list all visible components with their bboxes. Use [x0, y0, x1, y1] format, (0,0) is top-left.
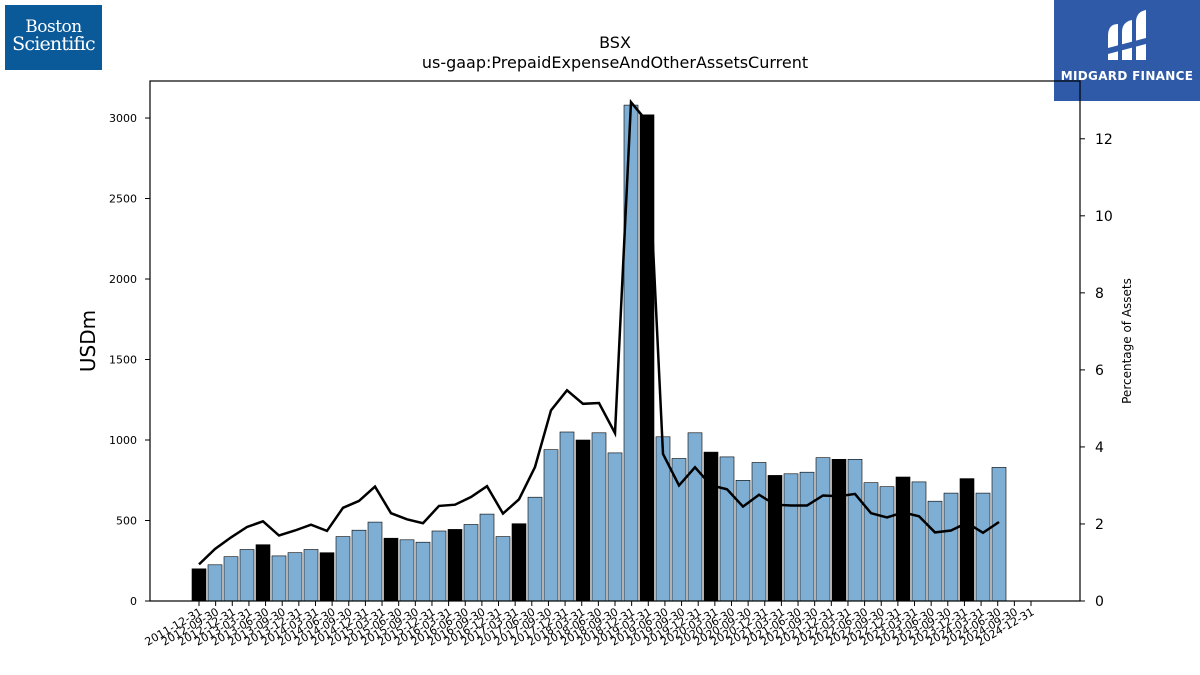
bar-2012-06-30 [223, 556, 239, 602]
y2-tick-label: 10 [1095, 209, 1113, 225]
boston-scientific-logo: Boston Scientific [5, 5, 102, 70]
bar-2017-06-30 [543, 449, 559, 602]
bar-2013-06-30 [287, 552, 303, 602]
y2-tick-label: 8 [1095, 286, 1104, 302]
bar-2022-03-31 [847, 458, 863, 602]
bar-2016-03-31 [463, 524, 479, 602]
bar-2022-09-30 [879, 486, 895, 602]
bar-2017-03-31 [527, 496, 543, 602]
y-tick-label: 3000 [109, 112, 137, 125]
bar-2021-03-31 [783, 473, 799, 602]
bar-2015-12-31 [447, 529, 463, 602]
bar-2018-12-31 [639, 114, 655, 602]
bar-2013-03-31 [271, 555, 287, 602]
bar-2011-12-31 [191, 568, 207, 602]
bar-2014-12-31 [383, 537, 399, 602]
bar-2012-03-31 [207, 564, 223, 602]
y2-tick-label: 4 [1095, 440, 1104, 456]
bar-2018-03-31 [591, 432, 607, 602]
bar-2016-12-31 [511, 523, 527, 602]
midgard-finance-logo: MIDGARD FINANCE [1054, 0, 1200, 101]
bar-2019-12-31 [703, 451, 719, 602]
midgard-mark-icon [1108, 10, 1146, 60]
y2-tick-label: 0 [1095, 594, 1104, 610]
bar-2017-09-30 [559, 431, 575, 602]
bar-2014-09-30 [367, 521, 383, 602]
bar-2023-03-31 [911, 481, 927, 602]
y-tick-label: 2000 [109, 273, 137, 286]
bar-2021-06-30 [799, 471, 815, 602]
line-layer [198, 98, 1000, 566]
bar-2020-06-30 [735, 479, 751, 602]
bar-2023-12-31 [959, 478, 975, 602]
bar-2023-09-30 [943, 492, 959, 602]
y-tick-label: 0 [130, 595, 137, 608]
bar-2016-09-30 [495, 536, 511, 602]
bar-2015-06-30 [415, 541, 431, 602]
bar-2012-09-30 [239, 549, 255, 602]
bar-2018-06-30 [607, 452, 623, 602]
chart-subtitle: us-gaap:PrepaidExpenseAndOtherAssetsCurr… [422, 53, 808, 72]
bar-2020-03-31 [719, 456, 735, 602]
y2-tick-label: 12 [1095, 132, 1113, 148]
axes-layer: 0500100015002000250030000246810122011-12… [109, 80, 1113, 649]
y2-tick-label: 2 [1095, 517, 1104, 533]
bar-2017-12-31 [575, 439, 591, 602]
bar-2014-06-30 [351, 529, 367, 602]
logo-line-2: Scientific [12, 33, 95, 55]
y-tick-label: 1500 [109, 354, 137, 367]
bar-2013-12-31 [319, 552, 335, 602]
y2-axis-label: Percentage of Assets [1120, 278, 1134, 404]
y2-tick-label: 6 [1095, 363, 1104, 379]
y-tick-label: 2500 [109, 193, 137, 206]
bar-2022-12-31 [895, 476, 911, 602]
bar-2024-06-30 [991, 467, 1007, 602]
bar-2015-09-30 [431, 530, 447, 602]
bar-2023-06-30 [927, 500, 943, 602]
bar-2020-09-30 [751, 462, 767, 602]
logo-line-1: Boston [25, 17, 82, 37]
y-tick-label: 500 [116, 515, 137, 528]
bar-2019-09-30 [687, 432, 703, 602]
percentage-of-assets-line [198, 98, 1000, 566]
publisher-name: MIDGARD FINANCE [1060, 69, 1194, 83]
chart-title: BSX [599, 33, 631, 52]
bar-2013-09-30 [303, 549, 319, 602]
bar-2024-03-31 [975, 492, 991, 602]
bar-2021-09-30 [815, 457, 831, 602]
y-axis-label: USDm [76, 310, 100, 372]
bar-2014-03-31 [335, 536, 351, 602]
bar-2012-12-31 [255, 544, 271, 602]
bar-2020-12-31 [767, 475, 783, 602]
bar-2015-03-31 [399, 539, 415, 602]
bar-2021-12-31 [831, 458, 847, 602]
bar-2016-06-30 [479, 513, 495, 602]
bar-2022-06-30 [863, 482, 879, 602]
y-tick-label: 1000 [109, 434, 137, 447]
